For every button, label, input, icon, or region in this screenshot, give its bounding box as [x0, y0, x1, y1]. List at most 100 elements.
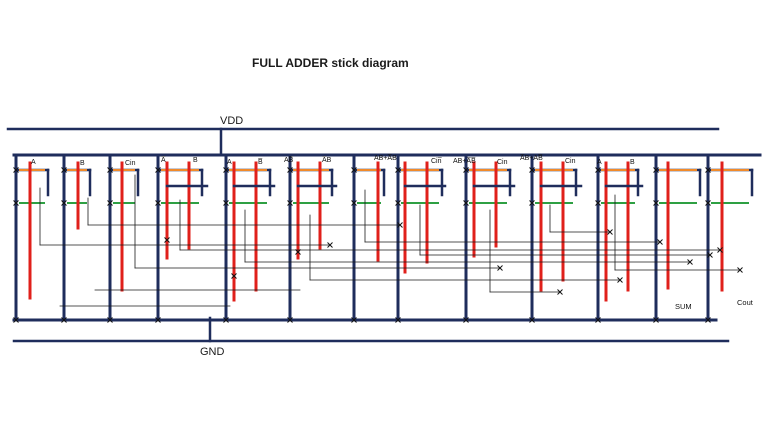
- contact-cross-stroke: [155, 167, 161, 173]
- cell-6-contact-top: [287, 167, 293, 173]
- cell-12-contact-top: [653, 167, 659, 173]
- cell-5-contact-mid: [223, 200, 229, 206]
- via-6: [617, 277, 623, 283]
- contact-cross-stroke: [223, 200, 229, 206]
- contact-cross-stroke: [557, 289, 563, 295]
- vdd-label: VDD: [220, 115, 244, 127]
- contact-cross-stroke: [595, 167, 601, 173]
- via-13: [231, 273, 237, 279]
- contact-cross-stroke: [61, 167, 67, 173]
- gate-label-10: AB+A̅B: [374, 155, 397, 162]
- cell-9-contact-gnd: [463, 317, 469, 323]
- cell-13-contact-mid: [705, 200, 711, 206]
- via-10: [607, 229, 613, 235]
- cell-1-contact-mid: [13, 200, 19, 206]
- cell-4-contact-mid: [155, 200, 161, 206]
- gate-label-17: B: [630, 159, 635, 166]
- gate-label-12: AB+A̅B̅: [453, 158, 476, 165]
- cell-1-contact-top: [13, 167, 19, 173]
- contact-cross-stroke: [395, 200, 401, 206]
- cell-9-contact-top: [463, 167, 469, 173]
- contact-cross-stroke: [351, 200, 357, 206]
- contact-cross-stroke: [395, 317, 401, 323]
- contact-cross-stroke: [497, 265, 503, 271]
- contact-cross-stroke: [223, 167, 229, 173]
- contact-cross-stroke: [607, 229, 613, 235]
- contact-cross-stroke: [705, 167, 711, 173]
- cell-9-contact-mid: [463, 200, 469, 206]
- cell-2-contact-gnd: [61, 317, 67, 323]
- contact-cross-stroke: [231, 273, 237, 279]
- contact-cross-stroke: [327, 242, 333, 248]
- contact-cross-stroke: [529, 167, 535, 173]
- cell-12-contact-mid: [653, 200, 659, 206]
- cell-10-contact-mid: [529, 200, 535, 206]
- contact-cross-stroke: [155, 317, 161, 323]
- via-14: [295, 249, 301, 255]
- via-7: [657, 239, 663, 245]
- contact-cross-stroke: [13, 317, 19, 323]
- via-5: [687, 259, 693, 265]
- sum-label: SUM: [675, 302, 692, 311]
- contact-cross-stroke: [653, 200, 659, 206]
- contact-cross-stroke: [653, 317, 659, 323]
- cell-7-contact-top: [351, 167, 357, 173]
- contact-cross-stroke: [61, 317, 67, 323]
- via-4: [717, 247, 723, 253]
- via-8: [707, 252, 713, 258]
- cell-8-contact-gnd: [395, 317, 401, 323]
- contact-cross-stroke: [657, 239, 663, 245]
- cell-1-contact-gnd: [13, 317, 19, 323]
- cell-7-contact-mid: [351, 200, 357, 206]
- cell-10-contact-top: [529, 167, 535, 173]
- gate-label-13: Cin: [497, 159, 508, 166]
- cell-11-contact-gnd: [595, 317, 601, 323]
- cell-11-contact-top: [595, 167, 601, 173]
- cell-8-contact-mid: [395, 200, 401, 206]
- contact-cross-stroke: [351, 167, 357, 173]
- contact-cross-stroke: [164, 237, 170, 243]
- cell-3-contact-gnd: [107, 317, 113, 323]
- gate-label-7: B̅: [258, 159, 263, 166]
- gate-label-5: B: [193, 157, 198, 164]
- gate-label-11: Cin̅: [431, 158, 442, 165]
- gate-label-16: A: [597, 159, 602, 166]
- gate-label-2: B: [80, 160, 85, 167]
- cell-6-contact-gnd: [287, 317, 293, 323]
- contact-cross-stroke: [717, 247, 723, 253]
- contact-cross-stroke: [107, 317, 113, 323]
- gate-label-3: Cin: [125, 160, 136, 167]
- via-12: [164, 237, 170, 243]
- cell-2-contact-top: [61, 167, 67, 173]
- contact-cross-stroke: [463, 200, 469, 206]
- cell-3-contact-top: [107, 167, 113, 173]
- contact-cross-stroke: [107, 200, 113, 206]
- gate-label-9: A̅B: [322, 157, 332, 164]
- gate-label-1: A: [31, 159, 36, 166]
- via-9: [557, 289, 563, 295]
- contact-cross-stroke: [395, 167, 401, 173]
- cout-label: Cout: [737, 298, 753, 307]
- cell-5-contact-top: [223, 167, 229, 173]
- cell-8-contact-top: [395, 167, 401, 173]
- gate-label-15: Cin: [565, 158, 576, 165]
- contact-cross-stroke: [287, 317, 293, 323]
- via-11: [737, 267, 743, 273]
- contact-cross-stroke: [529, 317, 535, 323]
- contact-cross-stroke: [397, 222, 403, 228]
- contact-cross-stroke: [595, 317, 601, 323]
- cell-5-contact-gnd: [223, 317, 229, 323]
- via-1: [327, 242, 333, 248]
- cell-13-contact-gnd: [705, 317, 711, 323]
- contact-cross-stroke: [13, 167, 19, 173]
- gate-label-8: AB̅: [284, 157, 294, 164]
- contact-cross-stroke: [617, 277, 623, 283]
- contact-cross-stroke: [705, 317, 711, 323]
- cell-11-contact-mid: [595, 200, 601, 206]
- contact-cross-stroke: [463, 167, 469, 173]
- gate-label-14: A̅B+AB̅: [520, 155, 543, 162]
- contact-cross-stroke: [529, 200, 535, 206]
- cell-7-contact-gnd: [351, 317, 357, 323]
